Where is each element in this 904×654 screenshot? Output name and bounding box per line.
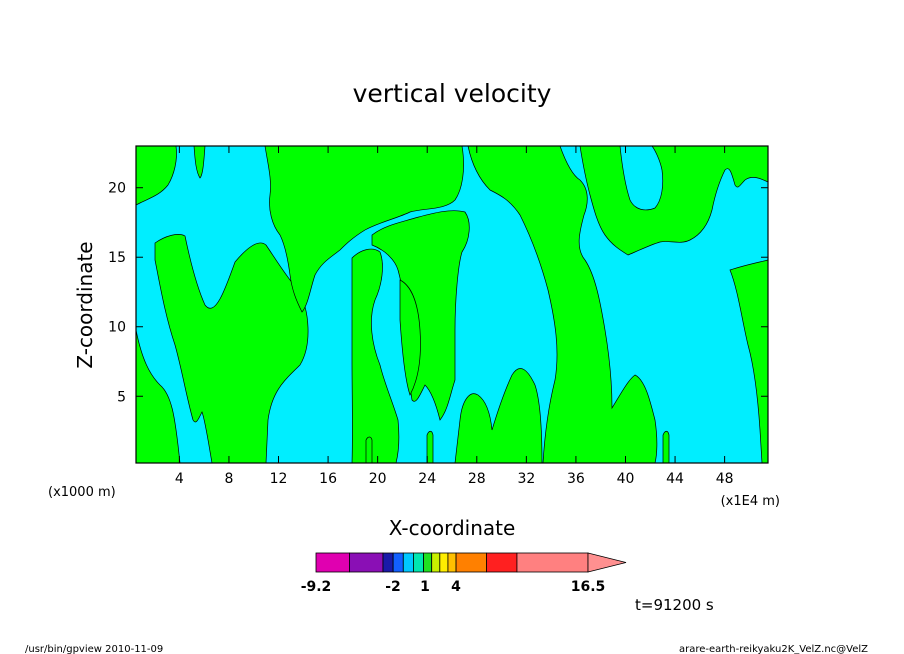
colorbar-segment bbox=[439, 552, 449, 573]
x-tick-label: 40 bbox=[617, 471, 635, 487]
colorbar-tick-label: -2 bbox=[385, 579, 401, 595]
contour-region-positive bbox=[729, 259, 769, 464]
colorbar-tick-label: 1 bbox=[420, 579, 430, 595]
colorbar-tick-label: 4 bbox=[451, 579, 461, 595]
colorbar-tick-label: -9.2 bbox=[301, 579, 332, 595]
x-axis-unit: (x1E4 m) bbox=[721, 494, 780, 509]
x-tick-label: 48 bbox=[716, 471, 734, 487]
x-tick-label: 8 bbox=[224, 471, 233, 487]
footer-left: /usr/bin/gpview 2010-11-09 bbox=[25, 644, 163, 654]
x-tick-label: 16 bbox=[319, 471, 337, 487]
contour-region-positive bbox=[399, 279, 421, 396]
colorbar-segment bbox=[402, 552, 414, 573]
x-tick-label: 24 bbox=[418, 471, 436, 487]
colorbar-segment bbox=[423, 552, 433, 573]
colorbar-tick-label: 16.5 bbox=[571, 579, 606, 595]
y-axis-unit: (x1000 m) bbox=[48, 485, 116, 500]
x-tick-label: 4 bbox=[175, 471, 184, 487]
y-tick-label: 5 bbox=[117, 389, 126, 405]
contour-region-positive bbox=[662, 430, 670, 464]
colorbar-segment bbox=[486, 552, 518, 573]
x-tick-label: 20 bbox=[369, 471, 387, 487]
contour-region-positive bbox=[135, 145, 177, 206]
contour-region-positive bbox=[454, 368, 543, 464]
time-label: t=91200 s bbox=[635, 596, 714, 614]
colorbar-segment bbox=[447, 552, 457, 573]
colorbar-segment bbox=[392, 552, 404, 573]
colorbar-segment bbox=[349, 552, 384, 573]
contour-region-positive bbox=[467, 145, 658, 464]
chart-title: vertical velocity bbox=[353, 79, 552, 108]
y-axis-label: Z-coordinate bbox=[73, 241, 97, 368]
contour-region-positive bbox=[365, 436, 373, 464]
contour-region-positive bbox=[154, 234, 309, 464]
x-tick-label: 12 bbox=[270, 471, 288, 487]
colorbar-segment bbox=[431, 552, 441, 573]
colorbar-ticks: -9.2 -2 1 4 16.5 bbox=[301, 579, 606, 595]
contour-region-positive bbox=[135, 329, 181, 464]
y-tick-label: 10 bbox=[108, 320, 126, 336]
colorbar-segment bbox=[315, 552, 350, 573]
colorbar-segment bbox=[516, 552, 589, 573]
contour-region-positive bbox=[351, 248, 400, 464]
contour-regions bbox=[135, 145, 769, 464]
plot-frame bbox=[135, 145, 769, 464]
y-tick-label: 15 bbox=[108, 250, 126, 266]
colorbar bbox=[315, 552, 627, 573]
y-tick-label: 20 bbox=[108, 181, 126, 197]
x-axis-label: X-coordinate bbox=[389, 516, 516, 540]
x-tick-label: 32 bbox=[517, 471, 535, 487]
footer-right: arare-earth-reikyaku2K_VelZ.nc@VelZ bbox=[679, 644, 868, 654]
contour-region-positive bbox=[426, 430, 434, 464]
x-tick-label: 36 bbox=[567, 471, 585, 487]
x-tick-label: 28 bbox=[468, 471, 486, 487]
contour-region-positive bbox=[193, 145, 206, 179]
contour-region-negative bbox=[619, 145, 664, 211]
colorbar-extension bbox=[587, 552, 627, 573]
contour-region-positive bbox=[264, 145, 464, 313]
x-axis-ticks: 4 8 12 16 20 24 28 32 36 40 44 48 bbox=[175, 146, 734, 487]
colorbar-segment bbox=[382, 552, 394, 573]
colorbar-segment bbox=[455, 552, 487, 573]
y-axis-ticks: 5 10 15 20 bbox=[108, 181, 768, 405]
x-tick-label: 44 bbox=[666, 471, 684, 487]
colorbar-segment bbox=[413, 552, 424, 573]
